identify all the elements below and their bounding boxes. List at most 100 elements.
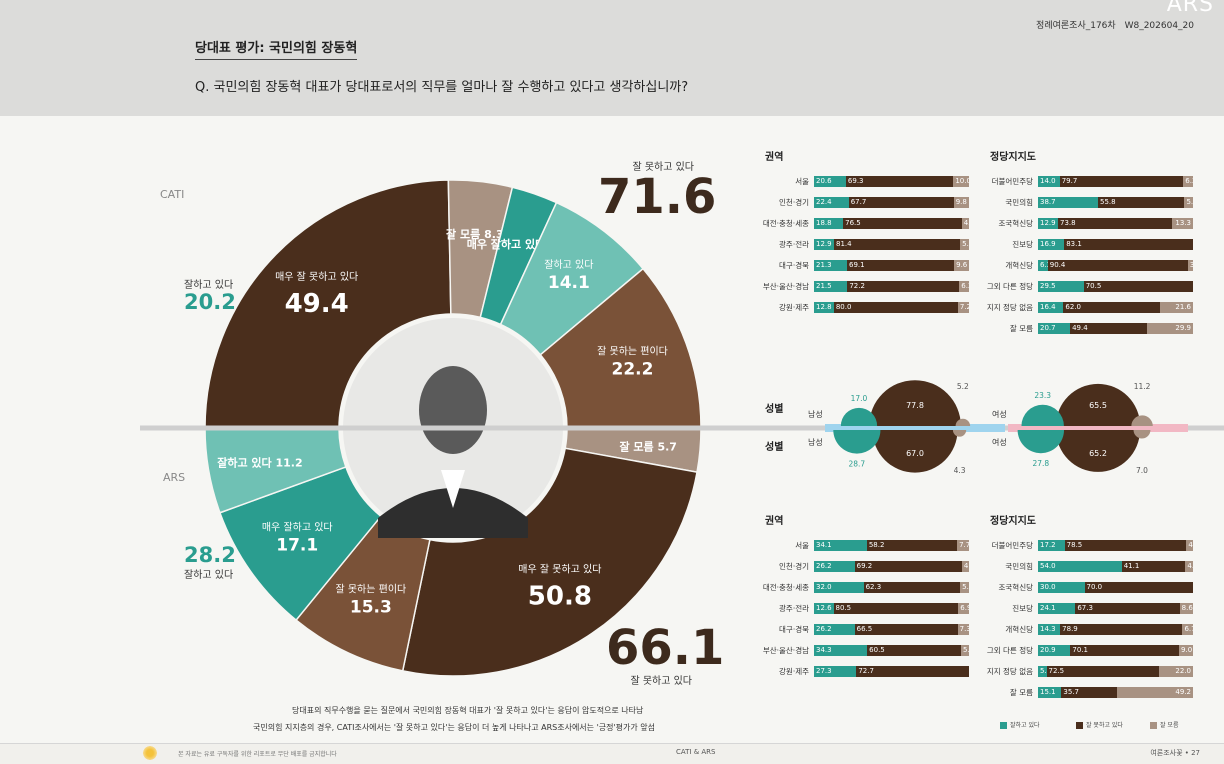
ars-party-row-7-seg-2: 49.2	[1116, 687, 1193, 698]
ars-party-row-0-seg-0: 17.2	[1038, 540, 1065, 551]
footer-center: CATI & ARS	[676, 748, 716, 756]
survey-round: 정례여론조사_176차	[1036, 21, 1116, 31]
page-footer: 본 자료는 유료 구독자를 위한 리포트로 무단 배포를 금지합니다 CATI …	[0, 743, 1224, 764]
question-text: Q. 국민의힘 장동혁 대표가 당대표로서의 직무를 얼마나 잘 수행하고 있다…	[195, 80, 689, 95]
ars-slice-1	[401, 447, 698, 677]
cati-region-row-0: 서울 20.6 69.3 10.0	[795, 176, 969, 187]
cati-region-row-label-5: 부산·울산·경남	[762, 282, 809, 291]
cati-region-row-label-3: 광주·전라	[779, 240, 809, 249]
ars-party-row-3-seg-1: 67.3	[1075, 603, 1180, 614]
ars-region-row-5-seg-0: 34.3	[814, 645, 868, 656]
cati-party-row-4: 개혁신당 6.390.43.3	[1005, 260, 1193, 271]
cati-region-row-3-seg-2: 5.7	[960, 239, 969, 250]
cati-party-row-3-seg-0: 16.9	[1038, 239, 1065, 250]
cati-party-row-2-seg-0: 12.9	[1038, 218, 1058, 229]
ars-region-row-label-1: 인천·경기	[779, 562, 809, 571]
cati-slice-label-0: 매우 잘 못하고 있다 49.4	[275, 270, 358, 319]
ars-negative-total: 66.1 잘 못하고 있다	[606, 624, 724, 687]
gender-0-method-0-dk-label: 5.2	[957, 382, 969, 391]
gender-1-method-1-bad-label: 65.2	[1089, 449, 1107, 458]
cati-party-row-6-seg-0: 16.4	[1038, 302, 1064, 313]
svg-text:50.8: 50.8	[528, 581, 592, 611]
note-line-1: 당대표의 직무수행을 묻는 질문에서 국민의힘 장동혁 대표가 '잘 못하고 있…	[292, 706, 644, 715]
svg-text:잘 모름 8.3: 잘 모름 8.3	[446, 228, 504, 241]
cati-party-row-1-seg-2: 5.5	[1184, 197, 1193, 208]
ars-party-row-1: 국민의힘 54.041.14.9	[1005, 561, 1193, 572]
cati-slice-4	[539, 267, 702, 429]
svg-text:17.1: 17.1	[276, 536, 318, 556]
cati-party-row-7-seg-0: 20.7	[1038, 323, 1071, 334]
gender-0-method-1-dk	[952, 430, 967, 437]
cati-party-row-4-seg-0: 6.3	[1038, 260, 1048, 271]
cati-positive-total: 잘하고 있다 20.2	[184, 276, 236, 313]
ars-region-row-3-seg-1: 80.5	[833, 603, 959, 614]
gender-1-method-1-dk-label: 7.0	[1136, 466, 1148, 475]
ars-region-row-6-seg-0: 27.3	[814, 666, 857, 677]
cati-region-row-6: 강원·제주 12.8 80.0 7.2	[779, 302, 969, 313]
cati-region-row-label-4: 대구·경북	[779, 261, 809, 270]
ars-party-row-label-3: 진보당	[1012, 604, 1033, 613]
ars-region-row-1: 인천·경기 26.269.24.6	[779, 561, 969, 572]
cati-region-row-3-seg-0: 12.9	[814, 239, 834, 250]
ars-party-row-label-5: 그외 다른 정당	[986, 646, 1033, 655]
ars-party-row-4-seg-0: 14.3	[1038, 624, 1061, 635]
cati-region-row-0-seg-0: 20.6	[814, 176, 846, 187]
ars-party-row-4-seg-2: 6.7	[1182, 624, 1193, 635]
ars-party-title: 정당지지도	[990, 516, 1036, 527]
ars-party-row-label-0: 더불어민주당	[991, 541, 1033, 550]
ars-party-row-3-seg-0: 24.1	[1038, 603, 1076, 614]
cati-party-row-0-seg-0: 14.0	[1038, 176, 1060, 187]
cati-party-row-0: 더불어민주당 14.079.76.3	[992, 176, 1193, 187]
ars-slice-label-4: 잘하고 있다 11.2	[217, 456, 302, 470]
section-title: 당대표 평가: 국민의힘 장동혁	[195, 37, 358, 60]
cati-region-row-1-seg-0: 22.4	[814, 197, 849, 208]
ars-region-row-1-seg-1: 69.2	[854, 561, 962, 572]
ars-party-row-label-2: 조국혁신당	[998, 583, 1034, 592]
ars-party-row-5-seg-2: 9.0	[1179, 645, 1193, 656]
svg-text:잘하고 있다 11.2: 잘하고 있다 11.2	[217, 456, 302, 470]
ars-party-row-3-seg-2: 8.6	[1179, 603, 1193, 614]
ars-region-row-label-3: 광주·전라	[779, 604, 809, 613]
ars-region-row-2-seg-2: 5.7	[960, 582, 969, 593]
ars-region-row-5-seg-2: 5.2	[960, 645, 969, 656]
legend-bad: 잘 못하고 있다	[1076, 720, 1123, 729]
survey-code: W8_202604_20	[1124, 21, 1194, 31]
cati-party-row-label-7: 잘 모름	[1009, 324, 1033, 333]
ars-party-row-5-seg-0: 20.9	[1038, 645, 1071, 656]
cati-region-row-5-seg-0: 21.5	[814, 281, 848, 292]
svg-text:49.4: 49.4	[285, 289, 349, 319]
cati-party-row-label-3: 진보당	[1012, 240, 1033, 249]
ars-party-row-label-4: 개혁신당	[1005, 625, 1033, 634]
ars-region-row-3: 광주·전라 12.680.56.9	[779, 603, 969, 614]
ars-region-row-0-seg-1: 58.2	[866, 540, 958, 551]
svg-text:22.2: 22.2	[612, 360, 654, 380]
ars-party-row-5-seg-1: 70.1	[1070, 645, 1180, 656]
cati-region-row-label-2: 대전·충청·세종	[762, 219, 809, 228]
gender-0-method-0-name: 남성	[808, 410, 823, 419]
cati-party-row-2-seg-2: 13.3	[1172, 218, 1193, 229]
ars-party-row-0: 더불어민주당 17.278.54.3	[992, 540, 1193, 551]
ars-party-row-4-seg-1: 78.9	[1060, 624, 1183, 635]
ars-region-row-3-seg-2: 6.9	[958, 603, 969, 614]
ars-negative-label: 잘 못하고 있다	[630, 676, 692, 687]
method-label-cati: CATI	[160, 188, 185, 201]
cati-party-row-3: 진보당 16.9 83.1	[1012, 239, 1193, 250]
cati-region-row-1-seg-2: 9.8	[953, 197, 969, 208]
cati-region-row-5-seg-1: 72.2	[847, 281, 960, 292]
ars-party-row-1-seg-0: 54.0	[1038, 561, 1122, 572]
ars-region-row-6-seg-1: 72.7	[856, 666, 969, 677]
cati-region-row-label-6: 강원·제주	[779, 303, 809, 312]
cati-region-title: 권역	[765, 152, 784, 163]
ars-region-row-label-0: 서울	[795, 541, 809, 550]
cati-slice-label-4: 잘 못하는 편이다 22.2	[597, 345, 668, 380]
cati-party-row-4-seg-1: 90.4	[1047, 260, 1188, 271]
cati-party-row-6-seg-2: 21.6	[1159, 302, 1193, 313]
ars-region-row-1-seg-2: 4.6	[961, 561, 969, 572]
cati-party-row-1: 국민의힘 38.755.85.5	[1005, 197, 1193, 208]
cati-region-row-4-seg-0: 21.3	[814, 260, 847, 271]
ars-positive-label: 잘하고 있다	[184, 570, 234, 581]
svg-text:매우 잘 못하고 있다: 매우 잘 못하고 있다	[518, 562, 601, 575]
gender-0-method-1-bad-label: 67.0	[906, 449, 924, 458]
gender-1-method-0-bad-label: 65.5	[1089, 401, 1107, 410]
cati-region-row-2-seg-2: 4.7	[961, 218, 969, 229]
